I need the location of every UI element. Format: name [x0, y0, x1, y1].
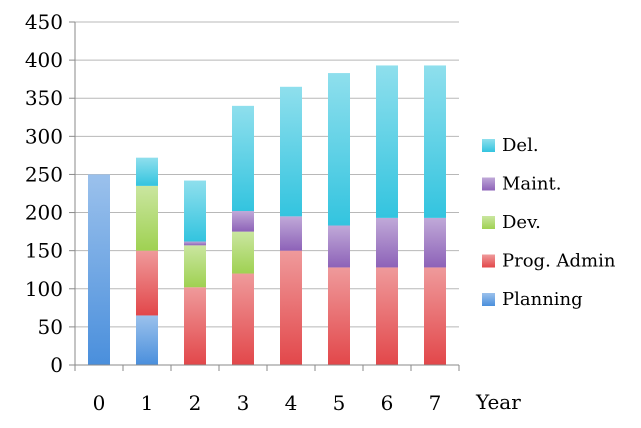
legend-swatch [482, 293, 495, 306]
bar-segment-maint-year-6 [376, 217, 398, 268]
bar-segment-del-year-1 [136, 157, 158, 186]
bar-segment-dev-year-2 [184, 245, 206, 288]
bar-segment-maint-year-7 [424, 217, 446, 268]
x-tick-label: 5 [333, 391, 346, 415]
x-tick-label: 3 [237, 391, 250, 415]
gridlines [75, 21, 459, 328]
x-tick-label: 0 [93, 391, 106, 415]
legend-label: Del. [502, 135, 539, 156]
bar-segment-del-year-2 [184, 180, 206, 242]
x-tick-label: 7 [429, 391, 442, 415]
x-tick-label: 2 [189, 391, 202, 415]
bar-segment-prog-admin-year-3 [232, 273, 254, 365]
legend-label: Maint. [502, 174, 561, 195]
bar-segment-del-year-7 [424, 65, 446, 218]
x-tick-label: 6 [381, 391, 394, 415]
y-tick-label: 350 [25, 86, 63, 110]
bar-segment-maint-year-3 [232, 211, 254, 232]
x-tick-label: 1 [141, 391, 154, 415]
bar-segment-del-year-6 [376, 65, 398, 218]
bar-segment-prog-admin-year-5 [328, 267, 350, 365]
x-axis-title: Year [475, 390, 521, 414]
legend-swatch [482, 177, 495, 191]
bar-segment-planning-year-1 [136, 315, 158, 365]
bars [88, 65, 446, 365]
bar-segment-prog-admin-year-2 [184, 287, 206, 365]
y-tick-label: 200 [25, 201, 63, 225]
y-tick-label: 0 [50, 353, 63, 377]
bar-segment-prog-admin-year-1 [136, 250, 158, 316]
legend-label: Dev. [502, 212, 541, 233]
x-tick-label: 4 [285, 391, 298, 415]
bar-segment-planning-year-0 [88, 174, 110, 365]
legend-swatch [482, 139, 495, 152]
legend: Del. Maint. Dev. Prog. Admin Planning [482, 135, 616, 310]
y-tick-label: 150 [25, 239, 63, 263]
bar-segment-maint-year-4 [280, 216, 302, 251]
legend-swatch [482, 216, 495, 229]
y-tick-label: 450 [25, 10, 63, 34]
y-tick-label: 50 [38, 315, 63, 339]
bar-segment-del-year-3 [232, 105, 254, 212]
bar-segment-del-year-5 [328, 73, 350, 226]
bar-segment-maint-year-5 [328, 225, 350, 268]
y-tick-label: 300 [25, 124, 63, 148]
legend-swatch [482, 254, 495, 268]
y-tick-label: 100 [25, 277, 63, 301]
y-tick-label: 250 [25, 162, 63, 186]
bar-segment-prog-admin-year-4 [280, 250, 302, 365]
bar-segment-dev-year-3 [232, 231, 254, 274]
legend-label: Planning [502, 289, 583, 310]
legend-label: Prog. Admin [502, 251, 616, 272]
bar-segment-maint-year-2 [184, 241, 206, 246]
bar-segment-prog-admin-year-7 [424, 267, 446, 365]
bar-segment-prog-admin-year-6 [376, 267, 398, 365]
bar-segment-del-year-4 [280, 86, 302, 217]
y-tick-label: 400 [25, 48, 63, 72]
bar-segment-dev-year-1 [136, 185, 158, 251]
axes: 0 50 100 150 200 250 300 350 400 450 0 1 2 3 4 5 6 7 Year [25, 10, 521, 415]
